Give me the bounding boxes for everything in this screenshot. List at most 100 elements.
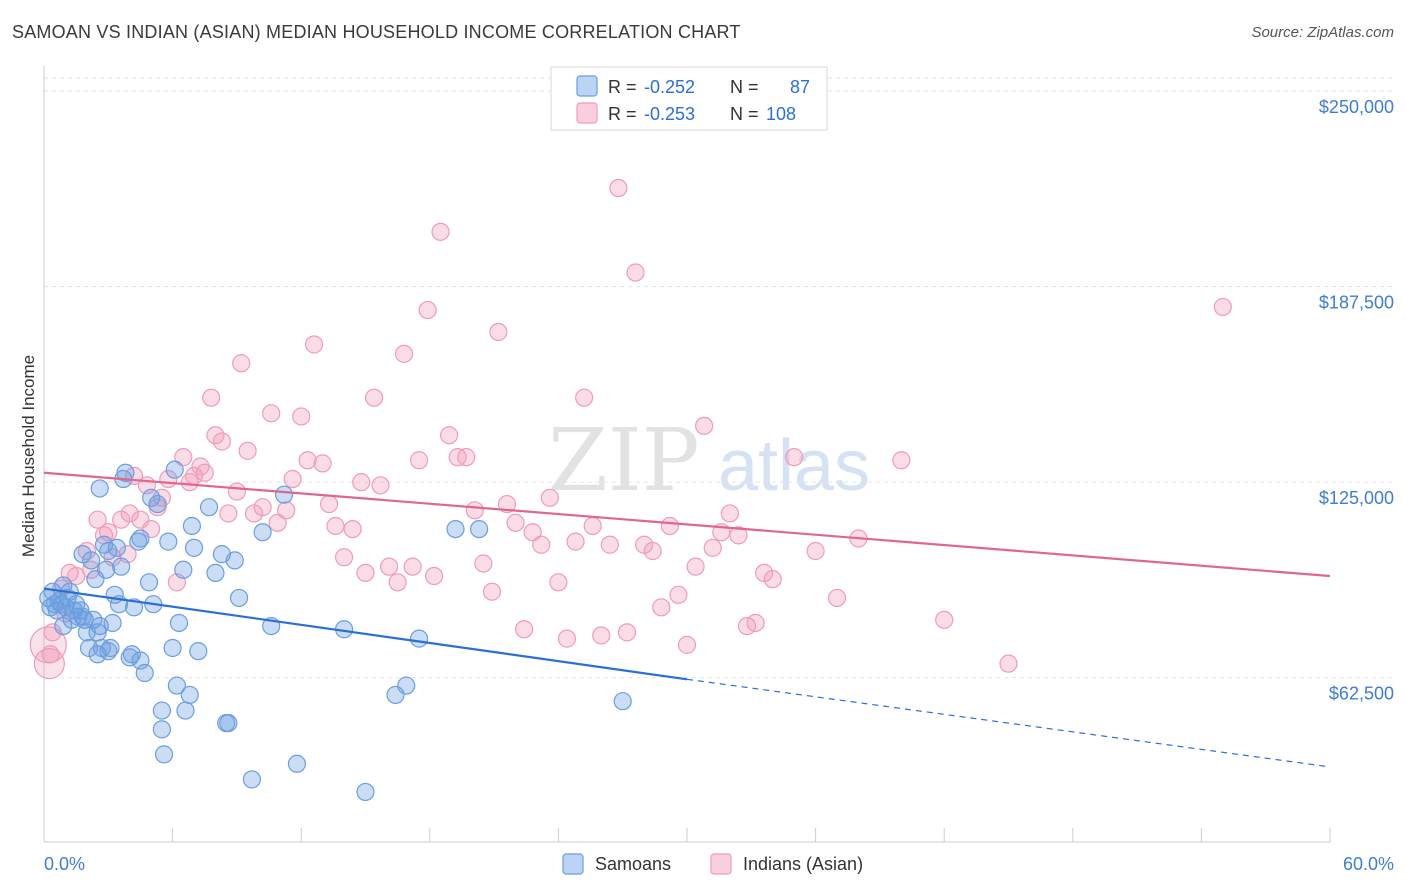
indians-point[interactable] [394, 344, 414, 363]
samoans-point[interactable] [163, 638, 182, 658]
samoans-point[interactable] [103, 613, 122, 633]
indians-point[interactable] [277, 501, 296, 520]
indians-point[interactable] [474, 554, 493, 573]
indians-point[interactable] [431, 222, 450, 241]
indians-point[interactable] [219, 504, 238, 523]
indians-point[interactable] [806, 541, 825, 561]
indians-point[interactable] [319, 494, 339, 514]
samoans-point[interactable] [159, 532, 178, 551]
indians-point[interactable] [686, 557, 705, 576]
indians-point[interactable] [746, 613, 765, 633]
indians-point[interactable] [283, 469, 302, 489]
indians-point[interactable] [506, 513, 525, 532]
samoans-point[interactable] [116, 463, 135, 482]
indians-point[interactable] [202, 388, 221, 407]
indians-point[interactable] [409, 451, 429, 470]
samoans-point[interactable] [131, 529, 150, 548]
samoans-point[interactable] [469, 519, 489, 539]
indians-point[interactable] [88, 510, 107, 529]
indians-point[interactable] [227, 482, 246, 501]
indians-point[interactable] [298, 451, 317, 470]
indians-point[interactable] [304, 335, 324, 354]
indians-point[interactable] [82, 560, 101, 579]
indians-point[interactable] [827, 588, 847, 608]
indians-point[interactable] [174, 448, 193, 467]
indians-point[interactable] [334, 548, 354, 567]
indians-point[interactable] [583, 516, 602, 536]
indians-point[interactable] [592, 626, 611, 645]
samoans-point[interactable] [54, 616, 73, 636]
indians-point[interactable] [523, 523, 542, 542]
samoans-point[interactable] [274, 485, 294, 504]
indians-point[interactable] [566, 532, 585, 551]
samoans-point[interactable] [152, 720, 171, 739]
bottom-legend-label-indians[interactable]: Indians (Asian) [743, 854, 863, 874]
samoans-point[interactable] [206, 563, 225, 583]
samoans-point[interactable] [139, 573, 159, 592]
indians-point[interactable] [703, 538, 722, 557]
samoans-point[interactable] [154, 745, 174, 764]
samoans-point[interactable] [129, 532, 148, 551]
indians-point[interactable] [609, 178, 628, 198]
samoans-point[interactable] [242, 770, 262, 789]
indians-point[interactable] [617, 623, 637, 642]
samoans-point[interactable] [446, 519, 465, 539]
indians-point[interactable] [403, 557, 422, 576]
indians-point[interactable] [489, 322, 508, 342]
indians-point[interactable] [33, 648, 65, 680]
indians-point[interactable] [424, 566, 444, 586]
samoans-point[interactable] [112, 557, 131, 576]
indians-point[interactable] [515, 620, 534, 639]
indians-point[interactable] [356, 563, 375, 583]
indians-point[interactable] [388, 573, 407, 592]
indians-point[interactable] [1213, 297, 1232, 317]
bottom-legend-swatch-samoans[interactable] [562, 853, 584, 875]
indians-point[interactable] [669, 585, 688, 604]
samoans-point[interactable] [107, 538, 126, 557]
samoans-point[interactable] [189, 642, 208, 661]
indians-point[interactable] [343, 519, 362, 539]
samoans-point[interactable] [165, 460, 184, 479]
indians-point[interactable] [497, 494, 517, 514]
indians-point[interactable] [482, 582, 502, 601]
samoans-point[interactable] [131, 651, 150, 670]
indians-point[interactable] [439, 426, 459, 445]
indians-point[interactable] [253, 498, 272, 517]
indians-point[interactable] [379, 557, 399, 576]
samoans-point[interactable] [88, 645, 107, 664]
indians-point[interactable] [232, 354, 251, 373]
samoans-point[interactable] [148, 494, 167, 514]
indians-point[interactable] [892, 451, 911, 470]
indians-point[interactable] [238, 441, 257, 460]
indians-point[interactable] [763, 570, 782, 589]
samoans-point[interactable] [180, 685, 199, 705]
samoans-point[interactable] [219, 713, 238, 733]
indians-point[interactable] [695, 416, 714, 435]
samoans-point[interactable] [124, 598, 144, 617]
samoans-point[interactable] [152, 701, 171, 720]
samoans-point[interactable] [97, 560, 116, 579]
samoans-point[interactable] [229, 588, 249, 608]
samoans-point[interactable] [182, 516, 201, 536]
indians-point[interactable] [532, 535, 551, 554]
indians-point[interactable] [195, 463, 214, 482]
indians-point[interactable] [785, 448, 804, 467]
samoans-point[interactable] [199, 498, 219, 517]
indians-point[interactable] [643, 541, 662, 561]
indians-point[interactable] [364, 388, 384, 407]
samoans-point[interactable] [174, 560, 193, 579]
indians-point[interactable] [268, 513, 287, 532]
indians-point[interactable] [677, 635, 697, 654]
samoans-point[interactable] [120, 648, 139, 667]
bottom-legend-swatch-indians[interactable] [710, 853, 732, 875]
bottom-legend-label-samoans[interactable]: Samoans [595, 854, 671, 874]
samoans-point[interactable] [225, 551, 244, 570]
samoans-point[interactable] [356, 782, 375, 802]
indians-point[interactable] [457, 448, 476, 467]
samoans-point[interactable] [90, 479, 109, 498]
indians-point[interactable] [326, 516, 345, 536]
samoans-point[interactable] [397, 676, 416, 695]
samoans-point[interactable] [287, 754, 307, 773]
indians-point[interactable] [292, 407, 311, 426]
samoans-point[interactable] [176, 701, 195, 720]
